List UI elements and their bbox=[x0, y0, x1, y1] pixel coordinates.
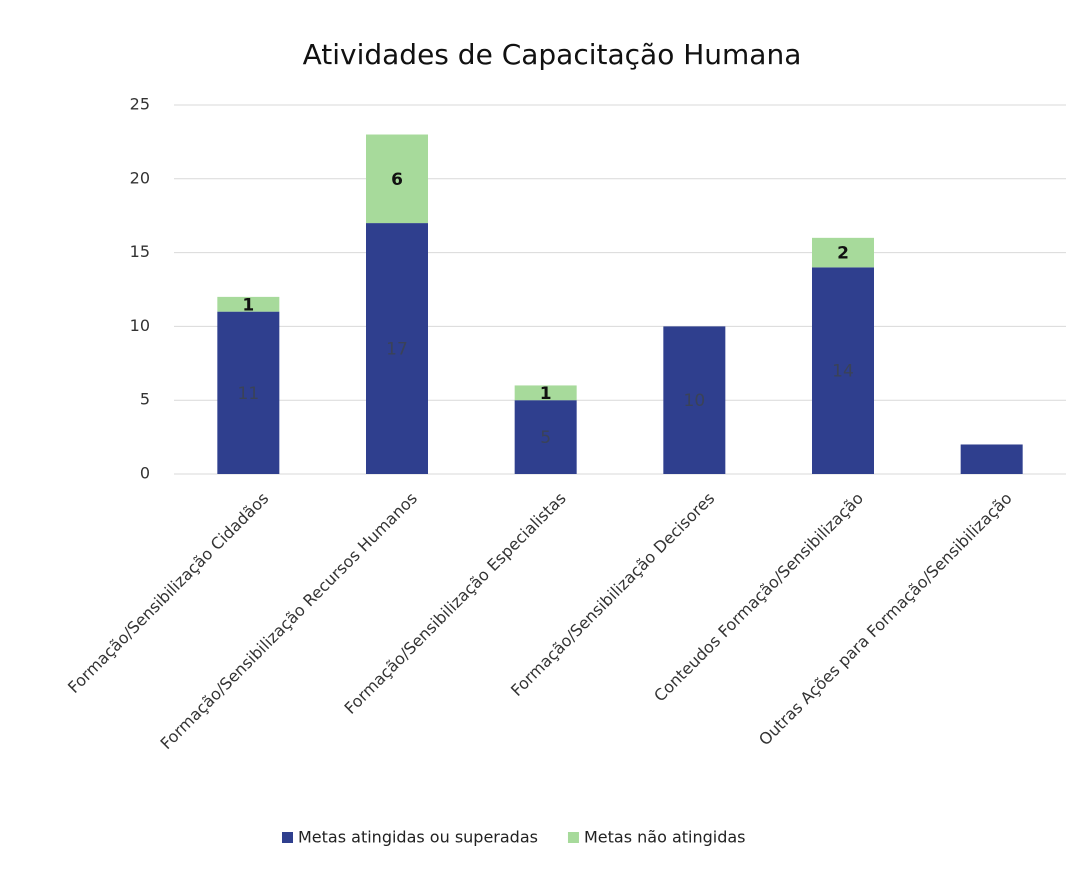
bar-segment bbox=[812, 237, 874, 268]
data-label: 10 bbox=[684, 391, 706, 411]
legend-label: Metas atingidas ou superadas bbox=[298, 828, 538, 847]
bar-segment bbox=[366, 223, 428, 474]
bar-segment bbox=[514, 400, 577, 474]
bar-segment bbox=[663, 326, 726, 474]
data-label: 14 bbox=[832, 362, 854, 382]
legend-label: Metas não atingidas bbox=[584, 828, 746, 847]
data-label: 5 bbox=[540, 428, 551, 448]
y-tick-label: 10 bbox=[130, 316, 150, 335]
bar-segment bbox=[812, 267, 874, 474]
data-label: 6 bbox=[391, 170, 403, 190]
x-tick-label: Formação/Sensibilização Recursos Humanos bbox=[156, 489, 421, 754]
bar-segment bbox=[366, 134, 428, 224]
bar-segment bbox=[514, 385, 577, 401]
data-label: 1 bbox=[242, 295, 254, 315]
data-label: 11 bbox=[238, 384, 260, 404]
data-label: 1 bbox=[540, 384, 552, 404]
y-tick-label: 20 bbox=[130, 168, 150, 187]
y-tick-label: 15 bbox=[130, 242, 150, 261]
y-tick-label: 0 bbox=[140, 464, 150, 483]
data-label: 17 bbox=[386, 340, 408, 360]
y-tick-label: 25 bbox=[130, 95, 150, 114]
x-tick-label: Outras Ações para Formação/Sensibilizaçã… bbox=[755, 489, 1016, 750]
bar-segment bbox=[960, 444, 1023, 474]
legend-swatch bbox=[567, 832, 579, 843]
data-label: 2 bbox=[837, 244, 849, 264]
bar-segment bbox=[217, 296, 280, 312]
chart-title: Atividades de Capacitação Humana bbox=[303, 38, 802, 71]
legend-swatch bbox=[282, 832, 293, 843]
y-tick-label: 5 bbox=[140, 390, 150, 409]
bar-segment bbox=[217, 311, 280, 474]
